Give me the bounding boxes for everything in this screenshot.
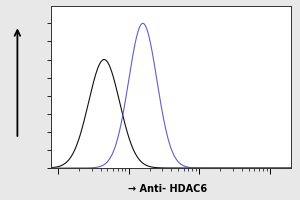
Text: → Anti- HDAC6: → Anti- HDAC6 <box>128 184 208 194</box>
Text: # Cells: # Cells <box>0 66 3 98</box>
